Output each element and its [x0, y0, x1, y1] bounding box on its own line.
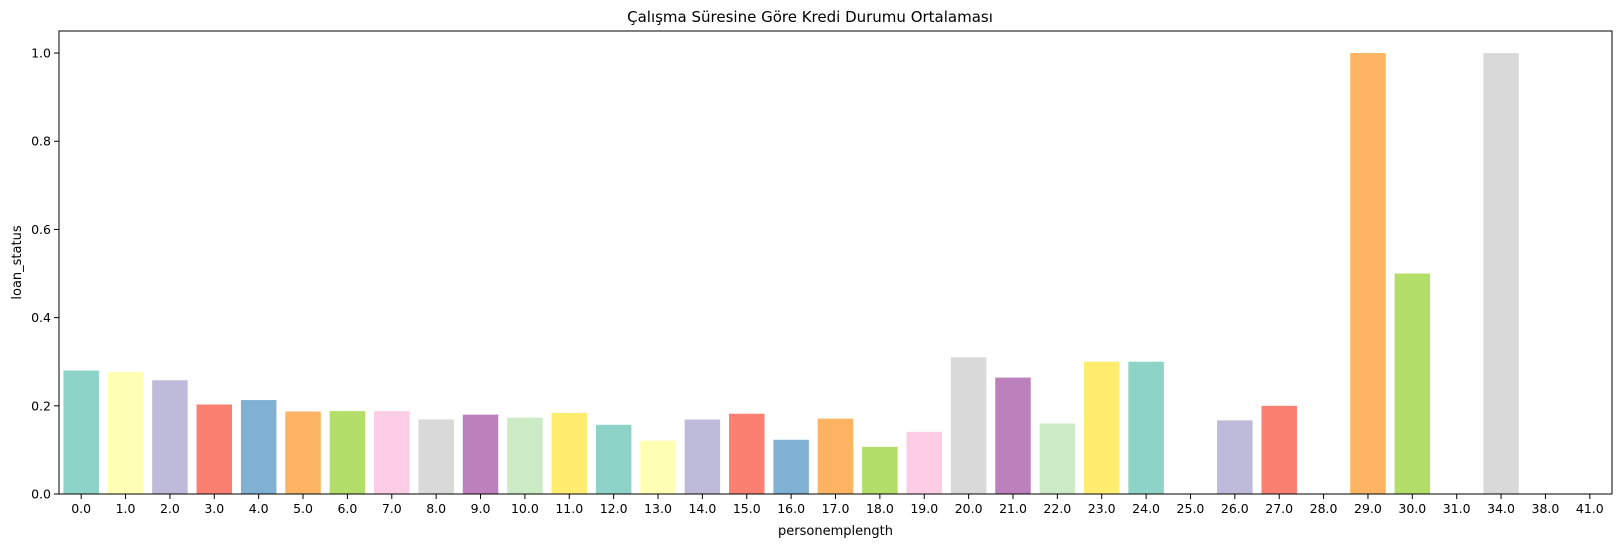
- y-axis-ticks: 0.0 0.2 0.4 0.6 0.8 1.0: [31, 46, 59, 502]
- bar-21.0: [995, 377, 1031, 494]
- x-tick-label: 4.0: [249, 501, 269, 516]
- y-tick-label: 0.2: [31, 398, 51, 413]
- x-axis-label: personemplength: [778, 524, 893, 539]
- bar-18.0: [862, 446, 898, 494]
- x-tick-label: 9.0: [471, 501, 491, 516]
- x-tick-label: 19.0: [910, 501, 938, 516]
- bar-22.0: [1039, 423, 1076, 494]
- x-tick-label: 22.0: [1043, 501, 1071, 516]
- x-tick-label: 18.0: [866, 501, 894, 516]
- x-tick-label: 30.0: [1398, 501, 1426, 516]
- x-tick-label: 29.0: [1354, 501, 1382, 516]
- bar-12.0: [595, 424, 632, 494]
- x-tick-label: 14.0: [688, 501, 716, 516]
- plot-frame: [58, 30, 1613, 495]
- x-tick-label: 5.0: [293, 501, 313, 516]
- bars-group: [63, 53, 1519, 495]
- x-tick-label: 24.0: [1132, 501, 1160, 516]
- x-tick-label: 1.0: [116, 501, 136, 516]
- x-tick-label: 12.0: [600, 501, 628, 516]
- bar-15.0: [729, 413, 765, 494]
- x-tick-label: 13.0: [644, 501, 672, 516]
- bar-17.0: [817, 418, 854, 494]
- bar-14.0: [684, 419, 721, 494]
- x-tick-label: 17.0: [822, 501, 850, 516]
- x-tick-label: 0.0: [71, 501, 91, 516]
- x-tick-label: 7.0: [382, 501, 402, 516]
- bar-5.0: [285, 411, 321, 494]
- bar-20.0: [950, 357, 987, 494]
- bar-7.0: [374, 411, 410, 494]
- x-tick-label: 34.0: [1487, 501, 1515, 516]
- bar-29.0: [1350, 53, 1386, 495]
- x-tick-label: 41.0: [1576, 501, 1604, 516]
- bar-4.0: [240, 400, 277, 494]
- x-tick-label: 6.0: [337, 501, 357, 516]
- x-tick-label: 11.0: [555, 501, 583, 516]
- bar-30.0: [1394, 273, 1431, 494]
- bar-24.0: [1128, 361, 1164, 494]
- bar-2.0: [152, 380, 188, 494]
- x-tick-label: 16.0: [777, 501, 805, 516]
- x-tick-label: 27.0: [1265, 501, 1293, 516]
- x-tick-label: 38.0: [1532, 501, 1560, 516]
- y-tick-label: 0.6: [31, 222, 51, 237]
- bar-16.0: [773, 439, 809, 494]
- bar-23.0: [1083, 361, 1120, 494]
- x-tick-label: 21.0: [999, 501, 1027, 516]
- x-tick-label: 8.0: [426, 501, 446, 516]
- x-tick-label: 31.0: [1443, 501, 1471, 516]
- bar-8.0: [418, 419, 454, 494]
- bar-1.0: [107, 371, 144, 494]
- bar-11.0: [551, 412, 588, 494]
- x-axis-ticks: 0.0 1.0 2.0 3.0 4.0 5.0 6.0 7.0 8.0 9.0 10.0 11.0 12…: [71, 494, 1604, 516]
- x-tick-label: 10.0: [511, 501, 539, 516]
- bar-10.0: [507, 417, 543, 494]
- bar-6.0: [329, 411, 366, 494]
- bar-0.0: [63, 370, 99, 494]
- x-tick-label: 25.0: [1177, 501, 1205, 516]
- bar-27.0: [1261, 405, 1297, 494]
- x-tick-label: 15.0: [733, 501, 761, 516]
- x-tick-label: 2.0: [160, 501, 180, 516]
- bar-9.0: [462, 414, 499, 494]
- bar-19.0: [906, 431, 942, 494]
- y-tick-label: 0.4: [31, 310, 51, 325]
- x-tick-label: 20.0: [955, 501, 983, 516]
- x-tick-label: 3.0: [204, 501, 224, 516]
- x-tick-label: 23.0: [1088, 501, 1116, 516]
- bar-34.0: [1483, 53, 1519, 495]
- chart-title: Çalışma Süresine Göre Kredi Durumu Ortal…: [627, 8, 993, 26]
- bar-26.0: [1217, 420, 1253, 494]
- x-tick-label: 26.0: [1221, 501, 1249, 516]
- y-tick-label: 0.0: [31, 487, 51, 502]
- bar-13.0: [640, 440, 676, 494]
- x-tick-label: 28.0: [1310, 501, 1338, 516]
- y-tick-label: 1.0: [31, 46, 51, 61]
- y-axis-label: loan_status: [10, 225, 25, 299]
- y-tick-label: 0.8: [31, 134, 51, 149]
- bar-3.0: [196, 404, 233, 494]
